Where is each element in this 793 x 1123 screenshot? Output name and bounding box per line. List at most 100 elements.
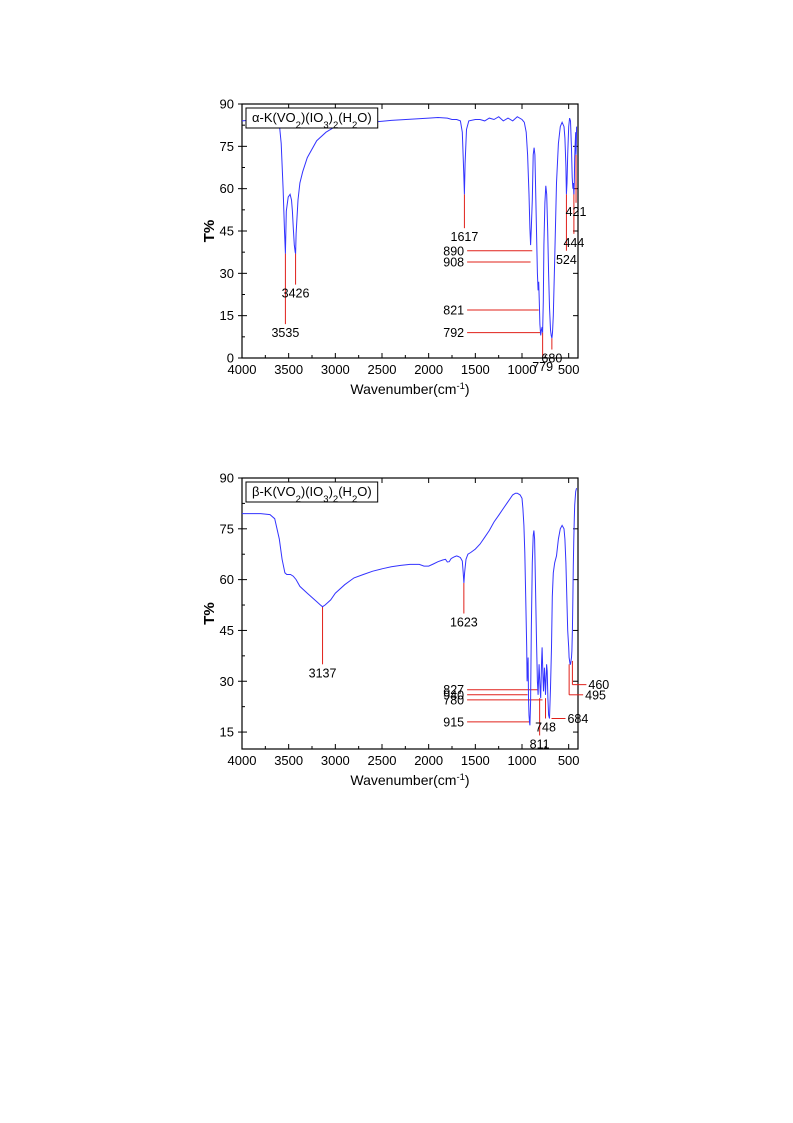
peak-label: 684 — [567, 712, 588, 726]
y-tick-label: 45 — [220, 224, 234, 239]
x-tick-label: 4000 — [228, 753, 257, 768]
peak-annotation: 827 — [443, 683, 539, 697]
peak-annotation: 780 — [443, 693, 543, 707]
y-axis-title: T% — [201, 602, 218, 625]
x-tick-label: 4000 — [228, 362, 257, 377]
peak-annotation: 421 — [566, 154, 587, 219]
peak-label: 1617 — [451, 230, 479, 244]
legend-label: α-K(VO2)(IO3)2(H2O) — [252, 110, 372, 131]
legend: α-K(VO2)(IO3)2(H2O) — [245, 107, 379, 131]
legend-text-part: (H — [338, 484, 352, 499]
legend-label: β-K(VO2)(IO3)2(H2O) — [252, 484, 372, 505]
ir-chart-alpha: 4000 3500 3000 2500 2000 1500 1000 500 0 15 30 45 60… — [201, 97, 587, 398]
x-axis-title: Wavenumber(cm-1) — [350, 381, 469, 398]
peak-annotation: 3535 — [271, 253, 299, 340]
x-tick-label: 1500 — [461, 362, 490, 377]
peak-annotation: 460 — [571, 660, 609, 692]
x-tick-label: 3500 — [274, 362, 303, 377]
x-axis-title: Wavenumber(cm-1) — [350, 772, 469, 789]
legend: β-K(VO2)(IO3)2(H2O) — [245, 481, 379, 505]
peak-label: 495 — [585, 688, 606, 702]
legend-text-part: O) — [357, 110, 371, 125]
y-tick-label: 60 — [220, 181, 234, 196]
x-tick-label: 500 — [558, 753, 580, 768]
peak-annotation: 779 — [532, 332, 553, 374]
x-tick-label: 3000 — [321, 753, 350, 768]
peak-label: 940 — [443, 688, 464, 702]
peak-label: 524 — [556, 253, 577, 267]
legend-text-part: )(IO — [301, 484, 323, 499]
peak-label: 3137 — [309, 666, 337, 680]
peak-annotation: 811 — [530, 698, 550, 751]
legend-text-part: 2 — [352, 120, 357, 131]
peak-label: 680 — [541, 352, 562, 366]
peak-annotation: 1623 — [450, 583, 478, 630]
y-tick-label: 90 — [220, 97, 234, 112]
peak-label: 908 — [443, 256, 464, 270]
series-line — [242, 488, 578, 726]
legend-text-part: 2 — [296, 120, 301, 131]
peak-annotation: 684 — [551, 712, 588, 726]
plot-frame — [241, 103, 579, 359]
peak-annotation: 792 — [443, 326, 542, 340]
y-tick-label: 75 — [220, 139, 234, 154]
legend-text-part: 2 — [333, 494, 338, 505]
peak-annotation: 748 — [535, 698, 556, 735]
legend-text-part: )(IO — [301, 110, 323, 125]
legend-text-part: (H — [338, 110, 352, 125]
x-tick-label: 1500 — [461, 753, 490, 768]
x-tick-label: 2000 — [414, 362, 443, 377]
legend-text-part: ) — [329, 484, 333, 499]
ir-chart-beta: 4000 3500 3000 2500 2000 1500 1000 500 15 30 45 60 7… — [201, 471, 610, 789]
y-tick-label: 75 — [220, 521, 234, 536]
peak-annotation: 821 — [443, 304, 539, 318]
peak-label: 915 — [443, 715, 464, 729]
x-tick-label: 2500 — [368, 753, 397, 768]
x-tick-label: 500 — [558, 362, 580, 377]
peak-annotation: 495 — [568, 664, 606, 702]
axis-ticks: 4000 3500 3000 2500 2000 1500 1000 500 0 15 30 45 60… — [220, 97, 580, 378]
plot-frame — [241, 477, 579, 750]
legend-text-part: 2 — [333, 120, 338, 131]
peak-annotation: 908 — [443, 256, 531, 270]
legend-text-part: 2 — [296, 494, 301, 505]
peak-label: 3426 — [282, 287, 310, 301]
peak-label: 821 — [443, 304, 464, 318]
axis-ticks: 4000 3500 3000 2500 2000 1500 1000 500 15 30 45 60 7… — [220, 471, 580, 769]
x-tick-label: 2500 — [368, 362, 397, 377]
peak-label: 811 — [530, 737, 550, 751]
y-tick-label: 45 — [220, 623, 234, 638]
legend-frame — [245, 107, 379, 129]
plot-area: 4000 3500 3000 2500 2000 1500 1000 500 0 15 30 45 60… — [220, 97, 587, 378]
y-axis-title: T% — [201, 220, 218, 243]
peak-annotation: 1617 — [451, 194, 479, 244]
y-tick-label: 15 — [220, 308, 234, 323]
peak-label: 421 — [566, 205, 587, 219]
plot-area: 4000 3500 3000 2500 2000 1500 1000 500 15 30 45 60 7… — [220, 471, 610, 769]
legend-text-part: O) — [357, 484, 371, 499]
legend-text-part: β-K(VO — [252, 484, 296, 499]
peak-label: 890 — [443, 244, 464, 258]
peak-label: 3535 — [271, 326, 299, 340]
peak-label: 779 — [532, 360, 553, 374]
peak-annotation: 915 — [443, 715, 530, 729]
peak-annotation: 3137 — [309, 606, 337, 680]
y-tick-label: 60 — [220, 572, 234, 587]
legend-text-part: α-K(VO — [252, 110, 296, 125]
x-tick-label: 3500 — [274, 753, 303, 768]
peak-annotation: 524 — [556, 194, 577, 267]
peak-label: 444 — [563, 236, 584, 250]
y-tick-label: 30 — [220, 266, 234, 281]
legend-text-part: 2 — [352, 494, 357, 505]
legend-text-part: 3 — [323, 120, 328, 131]
peak-label: 792 — [443, 326, 464, 340]
peak-label: 827 — [443, 683, 464, 697]
x-tick-label: 3000 — [321, 362, 350, 377]
peak-annotation: 3426 — [282, 253, 310, 301]
legend-text-part: 3 — [323, 494, 328, 505]
peak-label: 780 — [443, 693, 464, 707]
y-tick-label: 0 — [227, 351, 234, 366]
peak-annotation: 890 — [443, 244, 533, 258]
